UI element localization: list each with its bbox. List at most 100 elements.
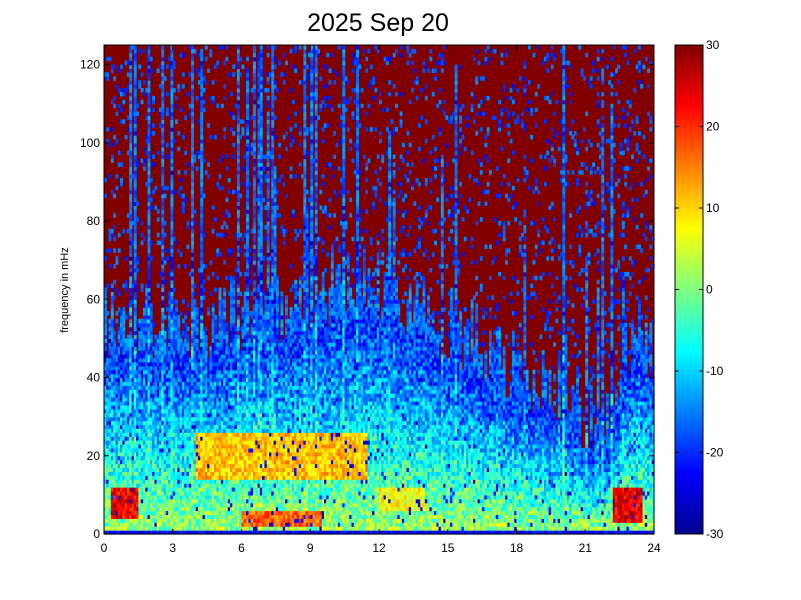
spectrogram-cell	[122, 506, 126, 512]
spectrogram-cell	[223, 84, 227, 89]
spectrogram-cell	[104, 510, 107, 516]
spectrogram-cell	[122, 393, 126, 398]
spectrogram-cell	[156, 232, 160, 238]
spectrogram-cell	[129, 80, 133, 85]
spectrogram-cell	[117, 522, 121, 527]
spectrogram-cell	[129, 158, 133, 163]
spectrogram-cell	[252, 189, 256, 195]
spectrogram-cell	[122, 475, 126, 480]
spectrogram-cell	[120, 334, 123, 339]
spectrogram-cell	[200, 248, 204, 253]
spectrogram-cell	[156, 68, 160, 73]
spectrogram-cell	[117, 357, 121, 363]
spectrogram-cell	[113, 397, 117, 402]
spectrogram-cell	[207, 311, 211, 316]
spectrogram-cell	[191, 68, 194, 73]
spectrogram-cell	[246, 287, 249, 293]
spectrogram-cell	[120, 181, 123, 187]
spectrogram-cell	[133, 142, 137, 148]
spectrogram-cell	[252, 252, 256, 257]
spectrogram-cell	[161, 205, 165, 210]
spectrogram-cell	[133, 397, 137, 402]
spectrogram-cell	[186, 303, 190, 308]
spectrogram-cell	[259, 228, 263, 234]
spectrogram-cell	[246, 303, 249, 308]
spectrogram-cell	[108, 479, 112, 484]
spectrogram-cell	[191, 91, 194, 97]
spectrogram-cell	[131, 369, 135, 375]
spectrogram-cell	[181, 201, 185, 206]
spectrogram-cell	[122, 436, 126, 441]
spectrogram-cell	[170, 248, 174, 253]
spectrogram-cell	[131, 354, 135, 359]
spectrogram-cell	[108, 510, 112, 516]
spectrogram-cell	[122, 346, 126, 351]
spectrogram-cell	[207, 307, 211, 312]
spectrogram-cell	[115, 436, 119, 441]
spectrogram-cell	[207, 275, 211, 281]
spectrogram-cell	[131, 221, 135, 226]
spectrogram-cell	[126, 115, 130, 120]
spectrogram-cell	[115, 365, 119, 371]
spectrogram-cell	[131, 444, 135, 449]
spectrogram-cell	[133, 279, 137, 285]
spectrogram-cell	[246, 91, 249, 97]
spectrogram-cell	[246, 318, 249, 324]
spectrogram-cell	[122, 424, 126, 429]
spectrogram-cell	[223, 307, 227, 312]
spectrogram-cell	[104, 416, 107, 422]
spectrogram-cell	[113, 444, 117, 449]
spectrogram-cell	[252, 232, 256, 238]
spectrogram-cell	[248, 256, 252, 261]
spectrogram-cell	[131, 338, 135, 343]
spectrogram-cell	[129, 475, 133, 480]
spectrogram-cell	[200, 221, 204, 226]
spectrogram-cell	[191, 127, 194, 132]
spectrogram-cell	[110, 498, 114, 504]
spectrogram-cell	[117, 530, 121, 535]
spectrogram-cell	[161, 236, 165, 242]
spectrogram-cell	[142, 80, 146, 85]
spectrogram-cell	[124, 404, 128, 410]
spectrogram-cell	[170, 72, 174, 77]
spectrogram-cell	[124, 287, 128, 293]
spectrogram-cell	[246, 134, 249, 140]
spectrogram-cell	[138, 373, 142, 379]
spectrogram-cell	[104, 357, 107, 363]
spectrogram-cell	[136, 436, 139, 441]
spectrogram-cell	[129, 142, 133, 148]
spectrogram-cell	[170, 103, 174, 109]
spectrogram-cell	[246, 72, 249, 77]
spectrogram-cell	[239, 56, 243, 62]
spectrogram-cell	[129, 95, 133, 101]
spectrogram-cell	[104, 502, 107, 508]
spectrogram-cell	[186, 334, 190, 339]
spectrogram-cell	[120, 369, 123, 375]
spectrogram-cell	[177, 248, 181, 253]
spectrogram-cell	[124, 506, 128, 512]
spectrogram-cell	[133, 217, 137, 222]
spectrogram-cell	[131, 487, 135, 492]
spectrogram-cell	[131, 377, 135, 383]
spectrogram-cell	[161, 52, 165, 58]
spectrogram-cell	[246, 322, 249, 328]
spectrogram-cell	[200, 326, 204, 332]
spectrogram-cell	[259, 162, 263, 167]
spectrogram-cell	[124, 444, 128, 449]
spectrogram-cell	[126, 510, 130, 516]
spectrogram-cell	[133, 240, 137, 246]
spectrogram-cell	[175, 103, 178, 109]
spectrogram-cell	[149, 314, 153, 320]
spectrogram-cell	[246, 166, 249, 171]
spectrogram-cell	[147, 48, 151, 54]
spectrogram-cell	[133, 174, 137, 179]
spectrogram-cell	[136, 483, 139, 488]
spectrogram-cell	[170, 295, 174, 300]
spectrogram-cell	[140, 389, 144, 394]
spectrogram-cell	[129, 467, 133, 473]
spectrogram-cell	[126, 60, 130, 66]
spectrogram-cell	[161, 271, 165, 277]
spectrogram-cell	[163, 338, 167, 343]
spectrogram-cell	[152, 95, 156, 101]
spectrogram-cell	[259, 150, 263, 156]
